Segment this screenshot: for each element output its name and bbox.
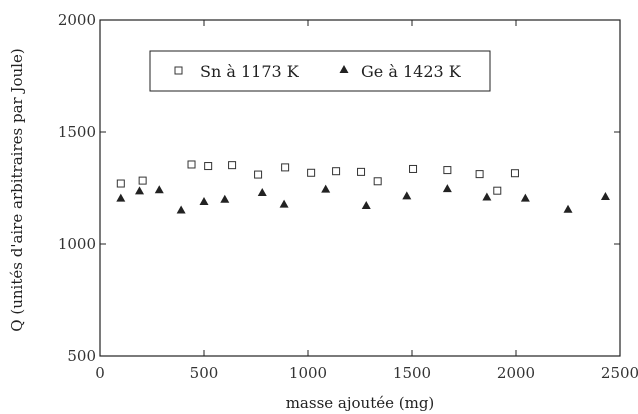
point-ge — [321, 184, 331, 193]
point-ge — [154, 185, 164, 194]
point-ge — [176, 205, 186, 214]
point-sn — [228, 161, 237, 170]
point-ge — [135, 186, 145, 195]
point-ge — [482, 192, 492, 201]
point-ge — [600, 192, 610, 201]
point-sn — [475, 170, 484, 179]
point-sn — [187, 160, 196, 169]
point-ge — [442, 184, 452, 193]
point-sn — [204, 162, 213, 171]
point-sn — [332, 167, 341, 176]
point-ge — [220, 194, 230, 203]
point-sn — [510, 169, 519, 178]
point-sn — [443, 166, 452, 175]
point-ge — [520, 193, 530, 202]
point-ge — [279, 199, 289, 208]
point-sn — [138, 176, 147, 185]
data-points — [116, 160, 610, 214]
y-tick-label: 1000 — [58, 235, 96, 253]
point-sn — [307, 168, 316, 177]
legend: Sn à 1173 K Ge à 1423 K — [149, 50, 491, 92]
point-sn — [116, 179, 125, 188]
point-ge — [361, 200, 371, 209]
point-ge — [402, 191, 412, 200]
x-tick-label: 2500 — [601, 364, 638, 382]
legend-label-ge: Ge à 1423 K — [361, 62, 462, 81]
point-ge — [257, 187, 267, 196]
x-tick-label: 2000 — [497, 364, 535, 382]
x-axis-title: masse ajoutée (mg) — [286, 394, 435, 412]
y-tick-label: 500 — [67, 347, 96, 365]
y-tick-label: 1500 — [58, 123, 96, 141]
y-axis-title: Q (unités d'aire arbitraires par Joule) — [8, 48, 26, 331]
x-axis: 0 500 1000 1500 2000 2500 — [95, 20, 638, 382]
point-sn — [254, 170, 263, 179]
point-ge — [563, 204, 573, 213]
x-tick-label: 0 — [95, 364, 105, 382]
legend-marker-ge — [339, 65, 349, 73]
point-sn — [493, 186, 502, 195]
legend-label-sn: Sn à 1173 K — [200, 62, 300, 81]
legend-box — [149, 50, 491, 92]
point-sn — [357, 167, 366, 176]
x-tick-label: 500 — [190, 364, 219, 382]
point-sn — [373, 177, 382, 186]
x-tick-label: 1500 — [393, 364, 431, 382]
point-sn — [409, 164, 418, 173]
plot-frame — [99, 19, 621, 357]
point-sn — [281, 163, 290, 172]
legend-marker-sn — [174, 66, 183, 75]
point-ge — [199, 196, 209, 205]
y-axis: 500 1000 1500 2000 — [58, 11, 620, 365]
x-tick-label: 1000 — [289, 364, 327, 382]
point-ge — [116, 193, 126, 202]
y-tick-label: 2000 — [58, 11, 96, 29]
